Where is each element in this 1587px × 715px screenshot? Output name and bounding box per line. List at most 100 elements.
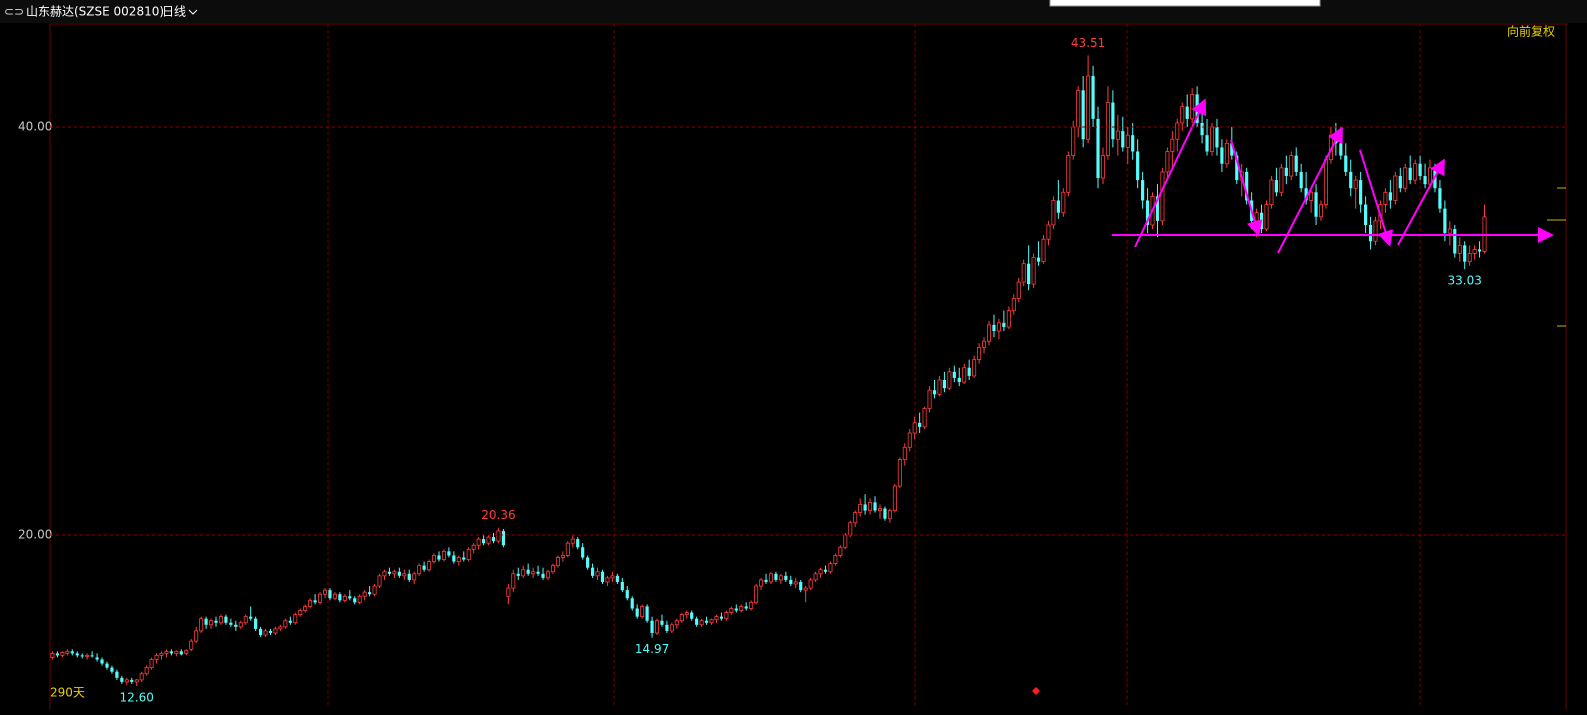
candle-body [1100, 155, 1105, 179]
candle-body [218, 616, 223, 624]
candle-body [466, 548, 471, 560]
candle-body [1086, 75, 1091, 140]
candle-body [615, 575, 619, 582]
candle-body [843, 534, 848, 548]
candle-body [823, 569, 828, 572]
candle-body [90, 655, 94, 657]
candle-body [417, 565, 422, 575]
candle-body [1294, 155, 1298, 172]
candle-body [407, 573, 411, 580]
trend-arrow[interactable] [1397, 158, 1445, 246]
right-markers [1547, 187, 1566, 327]
candle-body [422, 565, 426, 570]
event-marker[interactable] [1032, 687, 1040, 695]
candle-body [828, 563, 833, 573]
candle-body [729, 608, 734, 613]
candles [50, 55, 1487, 687]
candle-body [199, 618, 204, 632]
adjust-label[interactable]: 向前复权 [1507, 24, 1555, 39]
candle-body [947, 371, 952, 389]
candle-body [1180, 106, 1185, 124]
candle-body [506, 587, 511, 597]
candle-body [912, 422, 917, 434]
candle-body [184, 649, 189, 654]
candle-body [550, 565, 555, 573]
candle-body [1036, 257, 1041, 262]
candle-body [372, 585, 377, 595]
candle-body [1472, 249, 1477, 254]
candle-body [754, 585, 759, 603]
candle-body [134, 679, 139, 683]
candle-body [169, 651, 174, 654]
candle-body [768, 573, 773, 583]
candle-body [665, 624, 669, 631]
candle-body [803, 587, 808, 591]
candle-body [1349, 171, 1353, 189]
candle-body [65, 650, 70, 654]
candle-body [1467, 253, 1472, 263]
candle-body [1175, 122, 1180, 140]
candle-body [724, 612, 729, 620]
toolbar [1049, 0, 1321, 7]
candle-body [1254, 212, 1259, 222]
candle-body [234, 624, 238, 627]
candle-body [1230, 143, 1234, 156]
candle-body [793, 581, 798, 585]
candle-body [362, 591, 367, 597]
candle-body [764, 579, 768, 582]
candle-body [1096, 118, 1100, 179]
candle-body [907, 432, 912, 448]
candle-body [1141, 180, 1145, 201]
candle-body [972, 359, 977, 377]
candle-body [382, 571, 387, 577]
trend-arrow[interactable] [1230, 139, 1263, 237]
candle-body [1185, 106, 1189, 119]
candle-body [1353, 179, 1358, 189]
candle-body [759, 579, 764, 587]
trend-arrow[interactable] [1134, 98, 1207, 248]
candle-body [258, 628, 263, 636]
candle-body [690, 612, 694, 619]
candle-body [437, 555, 441, 560]
candle-body [318, 593, 323, 603]
candle-body [338, 594, 342, 601]
candle-body [892, 485, 897, 511]
price-annotation: 12.60 [120, 691, 154, 705]
period-dropdown-arrow[interactable] [188, 9, 198, 15]
candle-body [555, 557, 560, 567]
y-tick-label: 40.00 [18, 120, 52, 134]
candle-body [813, 573, 818, 581]
candle-body [625, 590, 629, 599]
candle-body [714, 616, 719, 621]
candle-body [977, 346, 982, 360]
candle-body [332, 593, 337, 599]
candle-body [1220, 147, 1224, 164]
candle-body [679, 614, 684, 622]
candle-body [50, 652, 55, 658]
trend-arrow[interactable] [1359, 149, 1394, 247]
candle-body [1284, 167, 1288, 176]
candle-body [471, 544, 476, 550]
candle-body [996, 322, 1001, 332]
candle-body [877, 508, 882, 511]
candle-body [55, 653, 60, 656]
candle-body [511, 573, 516, 589]
candle-body [149, 659, 154, 669]
candle-body [1046, 224, 1051, 240]
candle-body [1398, 175, 1402, 189]
candle-body [144, 667, 149, 675]
candle-body [927, 389, 932, 409]
candle-body [1453, 229, 1457, 254]
candle-body [531, 571, 536, 575]
candle-body [778, 575, 783, 581]
candle-body [635, 608, 639, 617]
period-selector[interactable]: 日线 [162, 5, 186, 19]
candle-body [397, 571, 401, 576]
candle-body [462, 557, 466, 560]
candle-body [1002, 322, 1006, 327]
trend-arrow[interactable] [1277, 126, 1343, 254]
candle-body [214, 620, 218, 623]
candle-body [818, 569, 823, 575]
candle-body [308, 599, 313, 607]
candle-body [1245, 171, 1249, 201]
